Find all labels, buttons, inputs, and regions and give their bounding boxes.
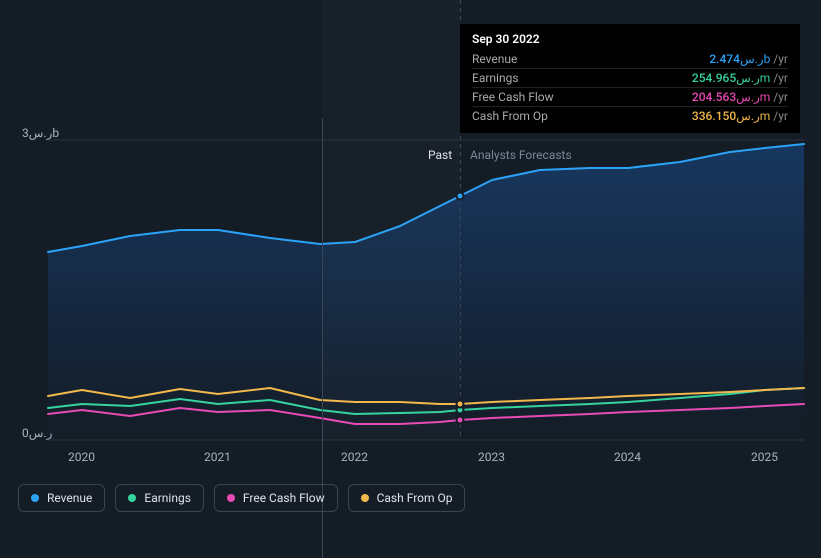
tooltip-metric-value: 2.474ر.سb /yr <box>709 52 788 66</box>
chart-legend: Revenue Earnings Free Cash Flow Cash From O… <box>18 484 465 512</box>
x-axis-year: 2022 <box>341 450 368 464</box>
legend-item-fcf[interactable]: Free Cash Flow <box>214 484 338 512</box>
tooltip-row: Cash From Op 336.150ر.سm /yr <box>472 106 788 125</box>
tooltip-row: Earnings 254.965ر.سm /yr <box>472 68 788 87</box>
x-axis-year: 2023 <box>478 450 505 464</box>
legend-label: Revenue <box>47 491 92 505</box>
data-tooltip: Sep 30 2022 Revenue 2.474ر.سb /yr Earnings… <box>460 24 800 133</box>
y-axis-tick-bottom: ر.س0 <box>22 426 52 440</box>
tooltip-metric-label: Cash From Op <box>472 109 582 123</box>
financials-chart: Past Analysts Forecasts ر.س3b ر.س0 2020 2… <box>0 0 821 524</box>
x-axis-year: 2021 <box>204 450 231 464</box>
legend-item-revenue[interactable]: Revenue <box>18 484 105 512</box>
tooltip-metric-label: Revenue <box>472 52 582 66</box>
revenue-marker <box>456 192 465 201</box>
past-region-label: Past <box>428 148 452 162</box>
tooltip-metric-label: Earnings <box>472 71 582 85</box>
legend-item-cfo[interactable]: Cash From Op <box>348 484 466 512</box>
tooltip-metric-value: 254.965ر.سm /yr <box>692 71 788 85</box>
x-axis-year: 2020 <box>68 450 95 464</box>
tooltip-metric-value: 336.150ر.سm /yr <box>692 109 788 123</box>
legend-dot-icon <box>31 494 39 502</box>
tooltip-date: Sep 30 2022 <box>472 32 788 46</box>
tooltip-row: Revenue 2.474ر.سb /yr <box>472 50 788 68</box>
tooltip-metric-value: 204.563ر.سm /yr <box>692 90 788 104</box>
cfo-marker <box>456 400 465 409</box>
x-axis-year: 2025 <box>751 450 778 464</box>
tooltip-row: Free Cash Flow 204.563ر.سm /yr <box>472 87 788 106</box>
forecast-region-label: Analysts Forecasts <box>470 148 572 162</box>
legend-label: Earnings <box>144 491 191 505</box>
x-axis-year: 2024 <box>614 450 641 464</box>
legend-label: Free Cash Flow <box>243 491 325 505</box>
legend-dot-icon <box>128 494 136 502</box>
fcf-marker <box>456 416 465 425</box>
y-axis-tick-top: ر.س3b <box>22 126 59 140</box>
tooltip-metric-label: Free Cash Flow <box>472 90 582 104</box>
legend-label: Cash From Op <box>377 491 453 505</box>
legend-item-earnings[interactable]: Earnings <box>115 484 204 512</box>
legend-dot-icon <box>361 494 369 502</box>
legend-dot-icon <box>227 494 235 502</box>
